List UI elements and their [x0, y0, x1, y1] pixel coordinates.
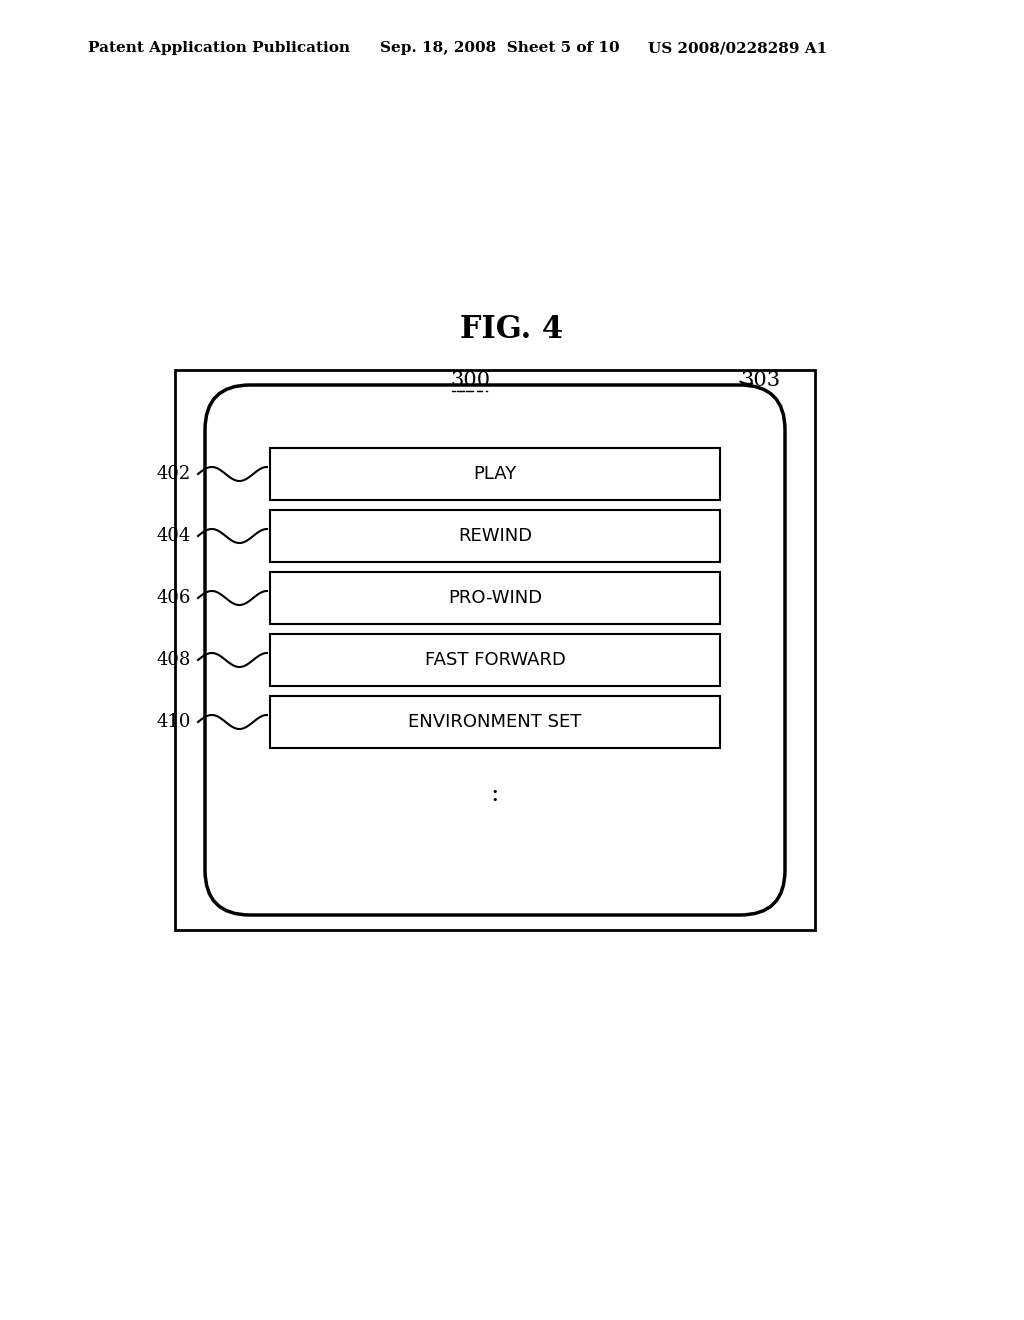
Text: Sep. 18, 2008  Sheet 5 of 10: Sep. 18, 2008 Sheet 5 of 10 [380, 41, 620, 55]
Text: 408: 408 [157, 651, 191, 669]
Bar [175, 370, 815, 931]
Bar [270, 634, 720, 686]
Text: 300: 300 [450, 371, 490, 389]
Text: 402: 402 [157, 465, 191, 483]
Text: FAST FORWARD: FAST FORWARD [425, 651, 565, 669]
Text: 303: 303 [740, 371, 780, 389]
Bar [270, 696, 720, 748]
Text: ENVIRONMENT SET: ENVIRONMENT SET [409, 713, 582, 731]
Bar [270, 572, 720, 624]
Text: PRO-WIND: PRO-WIND [447, 589, 542, 607]
Text: :: : [490, 783, 500, 807]
FancyBboxPatch shape [205, 385, 785, 915]
Text: Patent Application Publication: Patent Application Publication [88, 41, 350, 55]
Text: FIG. 4: FIG. 4 [461, 314, 563, 346]
Text: 410: 410 [157, 713, 191, 731]
Text: PLAY: PLAY [473, 465, 517, 483]
Text: REWIND: REWIND [458, 527, 532, 545]
Text: US 2008/0228289 A1: US 2008/0228289 A1 [648, 41, 827, 55]
Text: 404: 404 [157, 527, 191, 545]
Bar [270, 447, 720, 500]
Bar [270, 510, 720, 562]
Text: 406: 406 [157, 589, 191, 607]
